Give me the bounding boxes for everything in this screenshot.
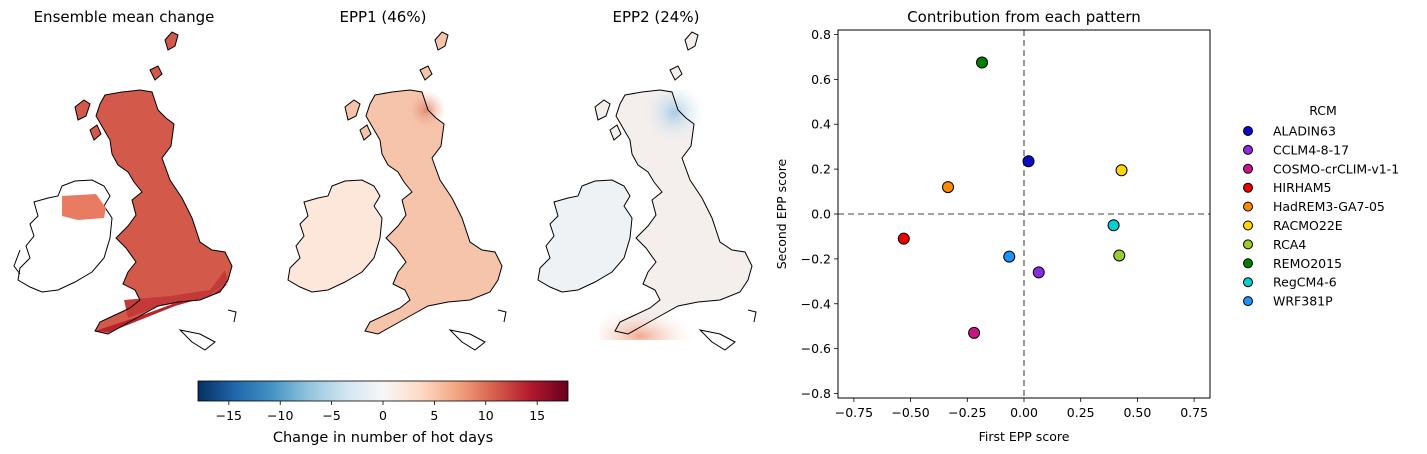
- y-tick-label: −0.8: [801, 386, 831, 401]
- y-tick-label: 0.8: [811, 27, 831, 42]
- scatter-point-rca4: [1113, 249, 1126, 262]
- scatter-point-aladin63: [1022, 155, 1035, 168]
- map1-title: Ensemble mean change: [34, 8, 215, 26]
- y-tick-label: 0.6: [811, 72, 831, 87]
- y-tick-label: −0.2: [801, 251, 831, 266]
- legend-marker: [1243, 163, 1253, 174]
- legend-marker: [1243, 182, 1253, 193]
- legend-label: HadREM3-GA7-05: [1273, 199, 1385, 214]
- scatter-point-cclm4-8-17: [1032, 266, 1045, 279]
- y-tick-label: −0.4: [801, 296, 831, 311]
- colorbar-tick-label: −5: [322, 408, 340, 423]
- y-tick-label: 0.2: [811, 162, 831, 177]
- x-tick-label: −0.50: [891, 405, 929, 420]
- colorbar-tick-label: 10: [478, 408, 494, 423]
- legend-label: HIRHAM5: [1273, 180, 1331, 195]
- x-tick-label: 0.25: [1067, 405, 1095, 420]
- legend-marker: [1243, 144, 1253, 155]
- legend-label: REMO2015: [1273, 256, 1342, 271]
- legend-label: RegCM4-6: [1273, 275, 1337, 290]
- scatter-point-hirham5: [897, 232, 910, 245]
- scatter-point-wrf381p: [1003, 250, 1016, 263]
- legend-marker: [1243, 201, 1253, 212]
- y-axis-ticks: −0.8 −0.6 −0.4 −0.2 0.0 0.2 0.4 0.6 0.8: [801, 27, 838, 401]
- colorbar-tick-label: 5: [430, 408, 438, 423]
- legend-label: COSMO-crCLIM-v1-1: [1273, 161, 1399, 176]
- x-tick-label: 0.50: [1123, 405, 1151, 420]
- x-axis-ticks: −0.75 −0.50 −0.25 0.00 0.25 0.50 0.75: [835, 398, 1208, 420]
- legend-items: ALADIN63 CCLM4-8-17 COSMO-crCLIM-v1-1 HIRHA…: [1243, 124, 1399, 309]
- x-tick-label: 0.00: [1010, 405, 1038, 420]
- y-axis-label: Second EPP score: [774, 158, 789, 269]
- colorbar-gradient: [197, 380, 569, 402]
- map-epp1: EPP1 (46%): [287, 8, 507, 351]
- legend-label: RACMO22E: [1273, 218, 1343, 233]
- legend: RCM ALADIN63 CCLM4-8-17 COSMO-crCLIM-v1-1 H…: [1243, 103, 1399, 309]
- y-tick-label: 0.4: [811, 117, 831, 132]
- scatter-point-hadrem3-ga7-05: [942, 181, 955, 194]
- colorbar: −15 −10 −5 0 5 10 15 Change in number of hot d…: [197, 380, 569, 446]
- scatter-point-cosmo-crclim-v1-1: [968, 326, 981, 339]
- colorbar-tick-label: 0: [379, 408, 387, 423]
- legend-marker: [1243, 258, 1253, 269]
- x-tick-label: −0.75: [835, 405, 873, 420]
- scatter-point-remo2015: [976, 56, 989, 69]
- x-tick-label: −0.25: [948, 405, 986, 420]
- map2-title: EPP1 (46%): [340, 8, 427, 26]
- y-tick-label: −0.6: [801, 341, 831, 356]
- colorbar-tick-label: 15: [529, 408, 545, 423]
- legend-label: WRF381P: [1273, 294, 1333, 309]
- legend-marker: [1243, 220, 1253, 231]
- legend-label: ALADIN63: [1273, 124, 1336, 139]
- map-epp2: EPP2 (24%): [537, 8, 760, 351]
- x-tick-label: 0.75: [1180, 405, 1208, 420]
- chart-title: Contribution from each pattern: [907, 8, 1141, 26]
- scatter-points: [897, 56, 1128, 339]
- legend-marker: [1243, 277, 1253, 288]
- colorbar-label: Change in number of hot days: [273, 430, 493, 446]
- colorbar-tick-label: −10: [267, 408, 293, 423]
- legend-marker: [1243, 296, 1253, 307]
- reference-lines: [838, 30, 1210, 398]
- map3-title: EPP2 (24%): [613, 8, 700, 26]
- legend-label: RCA4: [1273, 237, 1306, 252]
- colorbar-tick-label: −15: [216, 408, 242, 423]
- legend-title: RCM: [1309, 103, 1337, 118]
- x-axis-label: First EPP score: [979, 429, 1070, 444]
- legend-marker: [1243, 126, 1253, 136]
- scatter-point-regcm4-6: [1107, 219, 1120, 232]
- colorbar-ticks: −15 −10 −5 0 5 10 15: [216, 401, 545, 423]
- legend-marker: [1243, 239, 1253, 250]
- map-ensemble-mean: Ensemble mean change: [13, 8, 237, 351]
- scatter-chart: Contribution from each pattern −0.75 −0.5…: [774, 8, 1211, 444]
- y-tick-label: 0.0: [811, 207, 831, 222]
- scatter-point-racmo22e: [1115, 164, 1128, 177]
- legend-label: CCLM4-8-17: [1273, 142, 1349, 157]
